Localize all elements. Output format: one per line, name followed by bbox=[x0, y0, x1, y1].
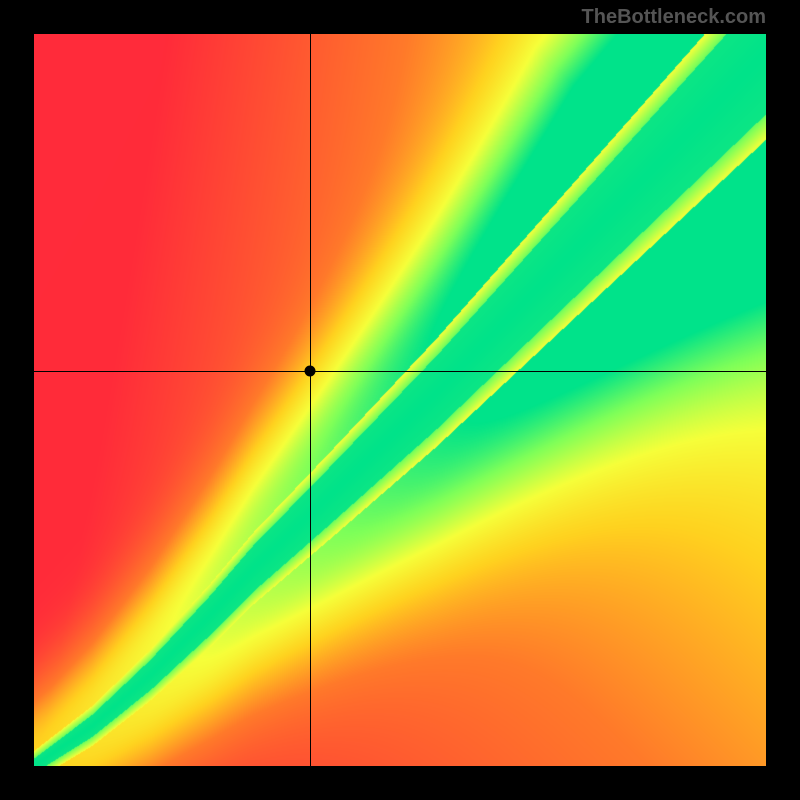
watermark-text: TheBottleneck.com bbox=[582, 6, 766, 29]
heatmap-canvas bbox=[34, 34, 766, 766]
plot-area bbox=[34, 34, 766, 766]
crosshair-vertical bbox=[310, 34, 311, 766]
marker-dot bbox=[304, 365, 315, 376]
chart-container: TheBottleneck.com bbox=[0, 0, 800, 800]
crosshair-horizontal bbox=[34, 371, 766, 372]
